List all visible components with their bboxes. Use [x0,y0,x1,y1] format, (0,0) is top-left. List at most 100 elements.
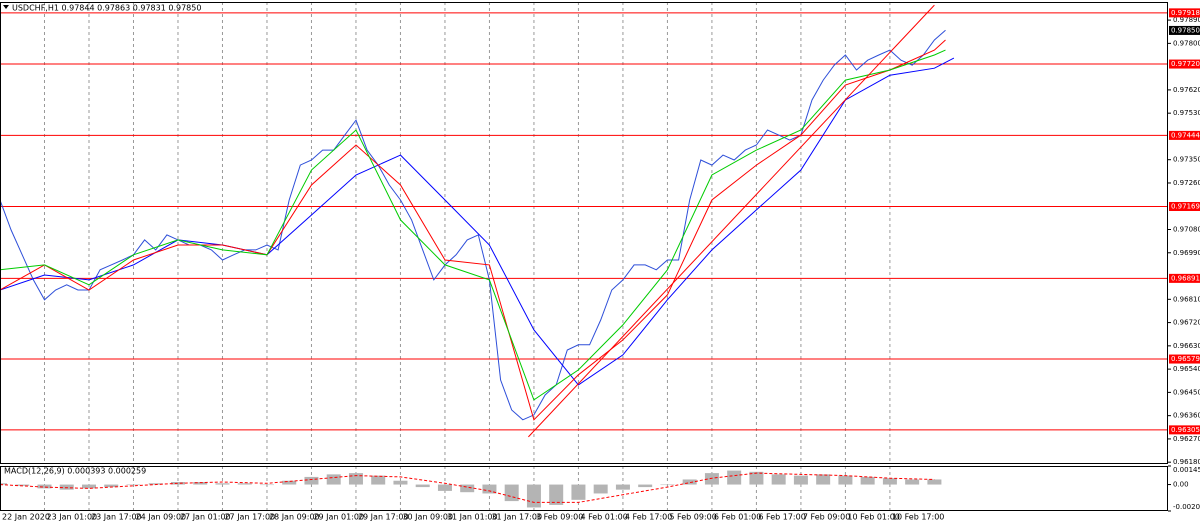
histogram [0,470,942,508]
x-tick-label: 31 Jan 01:00 [447,513,498,522]
macd-header: MACD(12,26,9) 0.000393 0.000259 [4,467,146,476]
level-tag [1169,130,1200,140]
x-tick-label: 5 Feb 09:00 [669,513,716,522]
x-tick-label: 22 Jan 2020 [2,513,50,522]
histogram-bar [304,476,319,485]
histogram-bar [749,471,764,485]
x-tick-label: 10 Feb 17:00 [892,513,944,522]
level-tag [1169,8,1200,18]
series-line [528,4,935,438]
level-tag [1169,354,1200,364]
x-tick-label: 7 Feb 09:00 [803,513,850,522]
x-tick-label: 23 Jan 01:00 [46,513,97,522]
histogram-bar [0,483,7,485]
y-tick-label: 0.96720 [1173,319,1200,327]
x-tick-label: 29 Jan 17:00 [358,513,409,522]
histogram-bar [660,484,675,486]
level-label: 0.97918 [1171,9,1200,17]
x-tick-label: 29 Jan 01:00 [313,513,364,522]
histogram-bar [104,484,119,488]
x-tick-label: 10 Feb 01:00 [847,513,899,522]
y-tick-label: -0.002078 [1173,503,1200,511]
x-tick-label: 6 Feb 01:00 [714,513,761,522]
level-tag [1169,59,1200,69]
y-tick-label: 0.96540 [1173,365,1200,373]
series-line [0,472,935,503]
x-tick-label: 4 Feb 17:00 [625,513,672,522]
x-tick-label: 27 Jan 01:00 [180,513,231,522]
histogram-bar [905,479,920,485]
x-tick-label: 6 Feb 17:00 [758,513,805,522]
series-line [0,29,946,421]
level-tag [1169,425,1200,435]
histogram-bar [860,476,875,485]
symbol-header: USDCHF,H1 0.97844 0.97863 0.97831 0.9785… [12,4,201,13]
x-tick-label: 23 Jan 17:00 [91,513,142,522]
x-tick-label: 4 Feb 01:00 [580,513,627,522]
y-tick-label: 0.97620 [1173,86,1200,94]
x-tick-label: 3 Feb 09:00 [536,513,583,522]
histogram-bar [927,479,942,485]
histogram-bar [81,484,96,489]
y-tick-label: 0.96810 [1173,295,1200,303]
level-label: 0.96891 [1171,274,1200,282]
histogram-bar [638,484,653,488]
level-label: 0.96579 [1171,355,1200,363]
histogram-bar [727,470,742,485]
histogram-bar [59,484,74,490]
y-tick-label: 0.96630 [1173,342,1200,350]
histogram-bar [882,478,897,485]
histogram-bar [549,484,564,505]
histogram-bar [460,484,475,493]
histogram-bar [793,475,808,485]
level-tag [1169,202,1200,212]
level-label: 0.97720 [1171,60,1200,68]
price-tag [1169,25,1200,35]
histogram-bar [415,484,430,488]
series-line [0,49,946,401]
macd-frame [0,466,1168,511]
series-line [0,39,946,421]
y-tick-label: 0.97350 [1173,156,1200,164]
y-tick-label: 0.97260 [1173,179,1200,187]
x-tick-label: 27 Jan 17:00 [224,513,275,522]
x-tick-label: 28 Jan 09:00 [269,513,320,522]
x-tick-label: 24 Jan 09:00 [135,513,186,522]
histogram-bar [771,474,786,485]
y-tick-label: 0.96360 [1173,412,1200,420]
menu-arrow[interactable] [3,5,9,9]
histogram-bar [393,480,408,485]
histogram-bar [682,479,697,485]
histogram-bar [838,475,853,485]
histogram-bar [593,484,608,494]
histogram-bar [15,484,30,486]
histogram-bar [170,482,185,485]
y-tick-label: 0.96180 [1173,458,1200,466]
histogram-bar [348,473,363,485]
histogram-bar [482,484,497,494]
main-frame [0,2,1168,464]
level-label: 0.96305 [1171,426,1200,434]
level-label: 0.97444 [1171,131,1200,139]
y-tick-label: 0.97800 [1173,39,1200,47]
histogram-bar [259,484,274,486]
histogram-bar [704,473,719,485]
y-tick-label: 0.001458 [1173,466,1200,474]
level-tag [1169,273,1200,283]
x-tick-label: 30 Jan 09:00 [402,513,453,522]
price-label: 0.97850 [1171,26,1200,34]
y-tick-label: 0.97080 [1173,226,1200,234]
histogram-bar [615,484,630,490]
y-tick-label: 0.97890 [1173,16,1200,24]
histogram-bar [326,474,341,485]
series-group [0,472,935,503]
histogram-bar [148,483,163,485]
y-tick-label: 0.96990 [1173,249,1200,257]
histogram-bar [816,474,831,485]
y-tick-label: 0.00 [1173,481,1189,489]
histogram-bar [437,484,452,491]
histogram-bar [37,484,52,489]
series-group [0,4,955,438]
